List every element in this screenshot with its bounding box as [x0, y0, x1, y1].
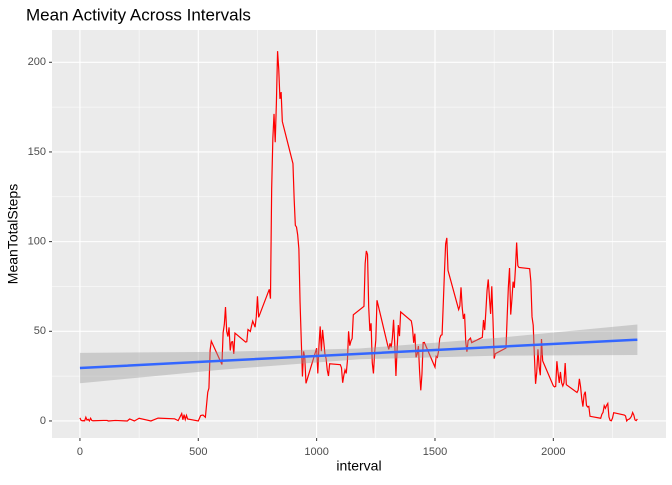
data-line: [79, 51, 638, 423]
y-tick-label: 100: [28, 236, 46, 248]
y-tick-label: 200: [28, 56, 46, 68]
panel: [52, 30, 666, 438]
x-tick-label: 1000: [304, 446, 328, 458]
y-tick-label: 50: [34, 325, 46, 337]
x-tick-label: 2000: [541, 446, 565, 458]
chart-title: Mean Activity Across Intervals: [26, 5, 251, 24]
x-tick-label: 500: [189, 446, 207, 458]
trend-line: [79, 338, 638, 370]
y-tick-label: 0: [40, 415, 46, 427]
x-tick-label: 1500: [423, 446, 447, 458]
x-tick-label: 0: [77, 446, 83, 458]
y-tick-label: 150: [28, 146, 46, 158]
x-axis-title: interval: [336, 458, 381, 474]
y-axis-title: MeanTotalSteps: [5, 184, 21, 284]
